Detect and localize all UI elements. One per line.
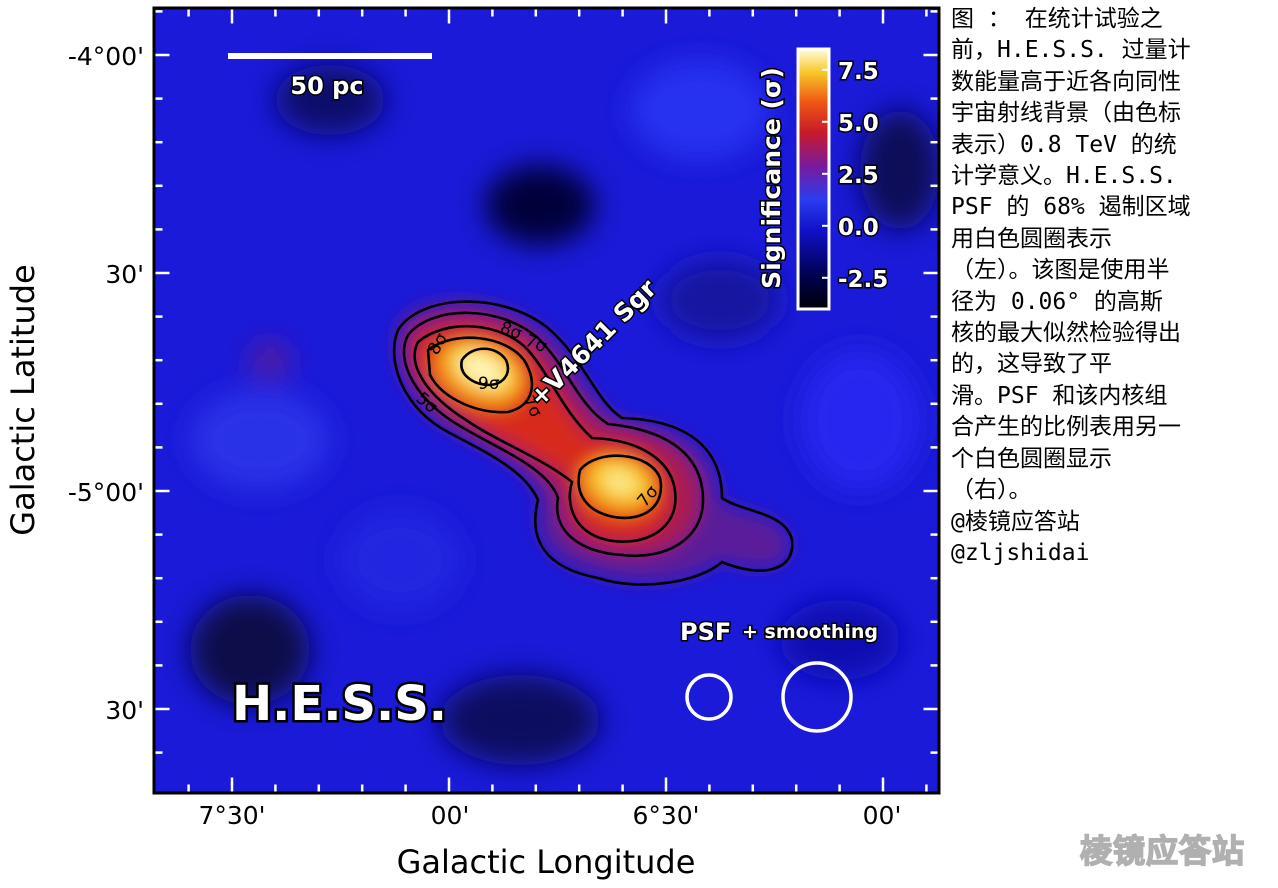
scale-bar-label: 50 pc — [290, 72, 363, 100]
psf-circle — [685, 673, 733, 721]
plot-frame — [152, 6, 941, 795]
contour-9sigma — [460, 347, 510, 387]
caption-line: @zljshidai — [951, 539, 1090, 566]
caption-line: 计学意义。H.E.S.S. — [951, 163, 1177, 190]
caption-line: @棱镜应答站 — [951, 508, 1080, 535]
contour-5sigma — [392, 300, 794, 586]
scale-bar: 50 pc — [228, 53, 432, 102]
x-tick-label: 6°30' — [632, 801, 699, 830]
y-axis-title: Galactic Latitude — [4, 264, 42, 535]
caption-line: 数能量高于近各向同性 — [951, 68, 1181, 95]
psf-legend: PSF + smoothing — [679, 617, 880, 733]
background-fluctuations — [190, 60, 939, 765]
caption-line: 的，这导致了平 — [951, 351, 1112, 378]
contour-7sigma-south — [577, 454, 663, 520]
caption-line: 核的最大似然检验得出 — [951, 320, 1181, 347]
watermark: 棱镜应答站 — [1079, 831, 1246, 871]
x-tick-label: 00' — [863, 801, 902, 830]
contour-7sigma-outer — [413, 324, 677, 543]
caption-line: 前，H.E.S.S. 过量计 — [951, 37, 1191, 64]
tick-marks — [155, 9, 938, 792]
psf-label: PSF — [680, 618, 731, 646]
colorbar-ticks: 7.5 5.0 2.5 0.0 -2.5 — [822, 57, 890, 294]
colorbar-gradient — [796, 47, 831, 311]
caption-line: 径为 0.06° 的高斯 — [951, 288, 1163, 315]
colorbar-label: Significance (σ) — [757, 67, 786, 289]
colorbar-tick-label: 5.0 — [838, 111, 879, 137]
caption-line: 个白色圆圈显示 — [951, 445, 1112, 472]
y-tick-labels: -4°00' 30' -5°00' 30' — [68, 42, 144, 725]
x-tick-labels: 7°30' 00' 6°30' 00' — [198, 801, 901, 830]
x-tick-label: 7°30' — [198, 801, 265, 830]
y-tick-label: -4°00' — [68, 42, 144, 71]
caption-line: （左）。该图是使用半 — [951, 257, 1170, 284]
contour-label: 9σ — [478, 374, 500, 394]
caption-line: 表示）0.8 TeV 的统 — [951, 131, 1177, 158]
caption-line: 图 ： 在统计试验之 — [951, 6, 1163, 32]
colorbar-tick-label: 0.0 — [838, 215, 879, 241]
y-tick-label: 30' — [105, 696, 144, 725]
psf-smoothing-circle — [781, 661, 853, 733]
caption-line: 用白色圆圈表示 — [951, 225, 1112, 252]
y-tick-label: 30' — [105, 260, 144, 289]
x-tick-label: 00' — [431, 801, 470, 830]
caption-line: 滑。PSF 和该内核组 — [951, 382, 1168, 409]
caption-line: 宇宙射线背景（由色标 — [951, 100, 1181, 127]
colorbar-tick-label: -2.5 — [838, 267, 888, 293]
figure-caption: 图 ： 在统计试验之前，H.E.S.S. 过量计 数能量高于近各向同性 宇宙射线背景… — [951, 4, 1267, 569]
caption-line: PSF 的 68% 遏制区域 — [951, 194, 1191, 221]
smoothing-label: + smoothing — [742, 621, 878, 643]
contour-6sigma — [402, 311, 705, 558]
x-axis-title: Galactic Longitude — [397, 843, 696, 881]
colorbar-tick-label: 7.5 — [838, 59, 879, 85]
colorbar: 7.5 5.0 2.5 0.0 -2.5 Significance (σ) — [756, 47, 890, 311]
caption-line: （右）。 — [951, 477, 1032, 504]
instrument-label: H.E.S.S. — [232, 676, 447, 732]
significance-contours — [392, 300, 794, 586]
contour-8sigma — [426, 336, 534, 414]
colorbar-tick-label: 2.5 — [838, 163, 879, 189]
scale-bar-line — [228, 53, 432, 59]
y-tick-label: -5°00' — [68, 478, 144, 507]
caption-line: 合产生的比例表用另一 — [951, 414, 1181, 441]
